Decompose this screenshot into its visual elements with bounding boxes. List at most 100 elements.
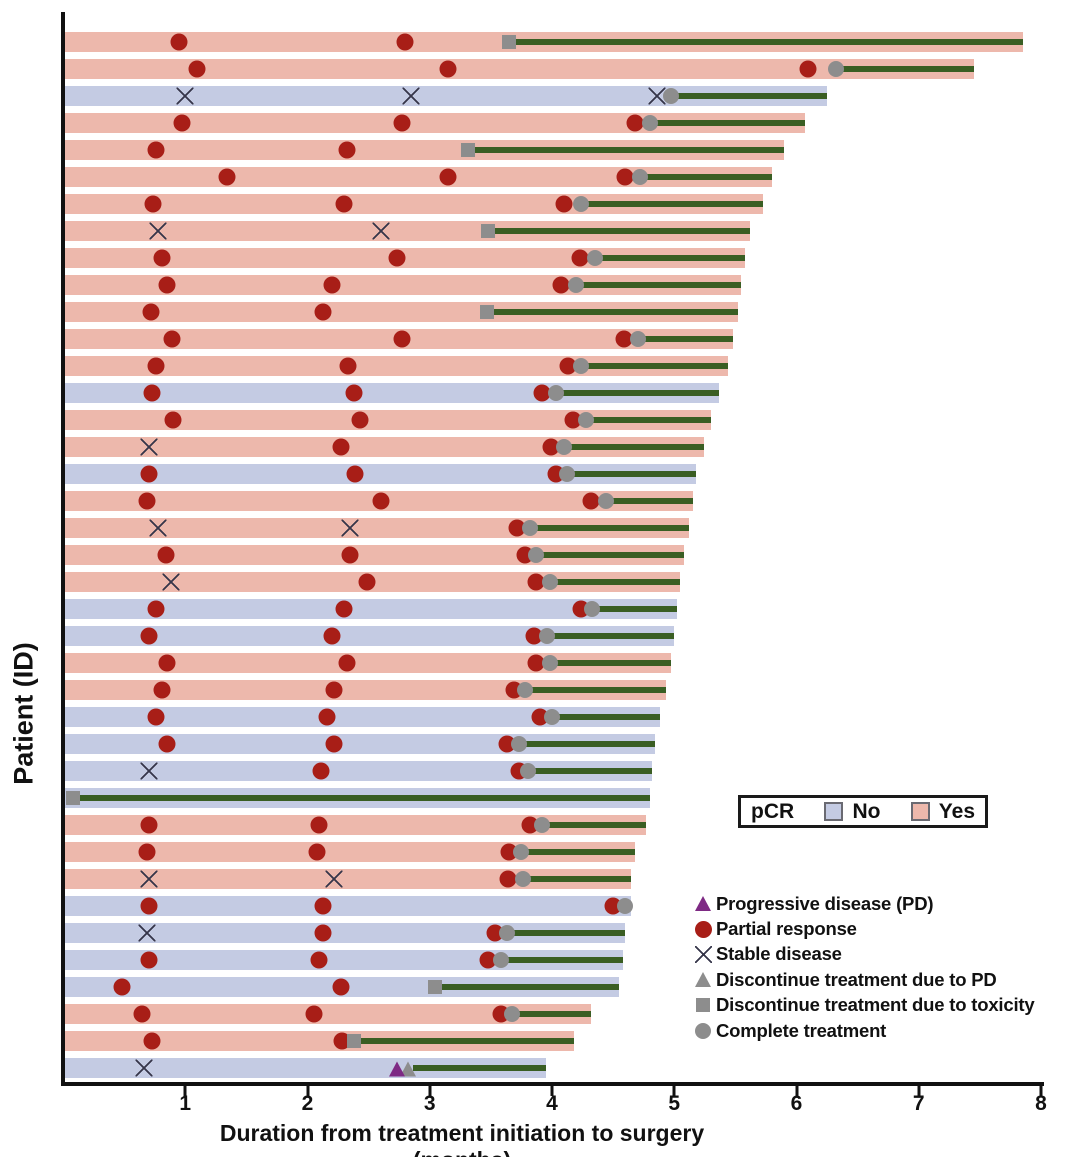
partial-response-marker [542, 438, 560, 456]
stable-disease-marker [140, 870, 158, 888]
complete-treatment-marker [573, 196, 590, 212]
legend-item: Progressive disease (PD) [690, 891, 1080, 916]
patient-bar [65, 1058, 546, 1078]
x-tick [428, 1086, 432, 1096]
legend-item-label: Discontinue treatment due to PD [716, 968, 997, 990]
partial-response-marker [157, 546, 175, 564]
partial-response-marker [333, 1032, 351, 1050]
partial-response-marker [133, 1005, 151, 1023]
legend-item: Stable disease [690, 942, 1080, 967]
post-treatment-line [488, 228, 751, 234]
patient-bar [65, 410, 711, 430]
discontinue-toxicity-marker [427, 980, 442, 994]
patient-bar [65, 599, 677, 619]
stable-disease-marker [162, 573, 180, 591]
post-treatment-line [594, 255, 746, 261]
stable-disease-marker [135, 1059, 153, 1077]
post-treatment-line [552, 714, 660, 720]
partial-response-marker [158, 654, 176, 672]
pcr-no-swatch [824, 802, 844, 821]
partial-response-marker [508, 519, 526, 537]
partial-response-marker [335, 195, 353, 213]
partial-response-marker [163, 330, 181, 348]
stable-disease-marker [140, 762, 158, 780]
partial-response-marker [439, 60, 457, 78]
complete-treatment-marker [534, 817, 551, 833]
stable-disease-marker [149, 222, 167, 240]
partial-response-marker [144, 195, 162, 213]
pcr-yes-label: Yes [938, 799, 976, 823]
post-treatment-line [434, 984, 620, 990]
partial-response-marker [158, 276, 176, 294]
partial-response-marker [339, 357, 357, 375]
partial-response-marker [140, 627, 158, 645]
x-tick-label: 7 [912, 1092, 925, 1115]
x-tick-label: 6 [790, 1092, 803, 1115]
partial-response-marker [310, 816, 327, 834]
legend-item-label: Stable disease [716, 943, 842, 965]
partial-response-marker [325, 735, 343, 753]
y-axis-title: Patient (ID) [8, 642, 39, 785]
x-tick [917, 1086, 921, 1096]
x-tick-label: 2 [301, 1092, 314, 1115]
partial-response-marker [138, 843, 156, 861]
partial-response-marker [323, 276, 341, 294]
complete-treatment-marker [539, 628, 556, 644]
marker-legend: Progressive disease (PD) Partial response… [690, 891, 1080, 1043]
post-treatment-line [529, 525, 689, 531]
partial-response-marker [305, 1005, 323, 1023]
partial-response-marker [335, 600, 353, 618]
post-treatment-line [467, 147, 785, 153]
x-tick-label: 8 [1035, 1092, 1047, 1115]
partial-response-marker [173, 114, 191, 132]
patient-bar [65, 167, 773, 187]
post-treatment-line [564, 444, 704, 450]
x-tick [306, 1086, 309, 1096]
partial-response-marker [147, 600, 165, 618]
partial-response-marker [314, 303, 332, 321]
post-treatment-line [640, 174, 773, 180]
complete-treatment-marker [513, 844, 530, 860]
complete-treatment-legend-icon [690, 1022, 716, 1039]
complete-treatment-marker [827, 61, 844, 77]
patient-bar [65, 923, 626, 943]
complete-treatment-marker [641, 115, 658, 131]
complete-treatment-marker [573, 358, 590, 374]
discontinue-toxicity-marker [460, 143, 475, 157]
patient-bar [65, 86, 828, 106]
partial-response-marker [332, 438, 349, 456]
complete-treatment-marker [617, 898, 634, 914]
legend-item: Partial response [690, 916, 1080, 941]
partial-response-marker [314, 924, 332, 942]
patient-bar [65, 59, 974, 79]
partial-response-marker [153, 681, 171, 699]
post-treatment-line [500, 957, 623, 963]
post-treatment-line [649, 120, 806, 126]
post-treatment-line [576, 282, 742, 288]
stable-disease-marker [149, 519, 167, 537]
post-treatment-line [592, 606, 677, 612]
partial-response-marker [799, 60, 816, 78]
partial-response-marker [138, 492, 156, 510]
partial-response-marker [525, 627, 543, 645]
pcr-yes-swatch [910, 802, 930, 821]
partial-response-marker [616, 168, 634, 186]
partial-response-marker [351, 411, 369, 429]
patient-bar [65, 626, 675, 646]
partial-response-marker [499, 870, 517, 888]
partial-response-marker [345, 384, 363, 402]
post-treatment-line [566, 471, 697, 477]
partial-response-marker [346, 465, 364, 483]
complete-treatment-marker [521, 520, 538, 536]
pcr-legend: pCR No Yes [738, 795, 988, 828]
partial-response-marker [393, 114, 411, 132]
partial-response-marker [626, 114, 644, 132]
post-treatment-line [581, 201, 764, 207]
stable-disease-marker [138, 924, 156, 942]
y-axis-line [61, 12, 65, 1086]
partial-response-marker [170, 33, 188, 51]
partial-response-marker [153, 249, 171, 267]
patient-bar [65, 221, 751, 241]
legend-item: Discontinue treatment due to PD [690, 967, 1080, 992]
partial-response-marker [559, 357, 577, 375]
